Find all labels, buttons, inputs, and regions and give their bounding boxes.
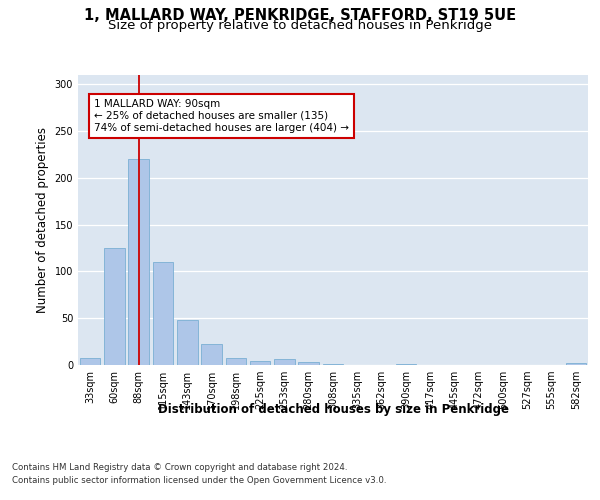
- Text: Contains HM Land Registry data © Crown copyright and database right 2024.: Contains HM Land Registry data © Crown c…: [12, 462, 347, 471]
- Bar: [128, 159, 149, 365]
- Text: Distribution of detached houses by size in Penkridge: Distribution of detached houses by size …: [158, 402, 509, 415]
- Text: 1, MALLARD WAY, PENKRIDGE, STAFFORD, ST19 5UE: 1, MALLARD WAY, PENKRIDGE, STAFFORD, ST1…: [84, 8, 516, 22]
- Text: 1 MALLARD WAY: 90sqm
← 25% of detached houses are smaller (135)
74% of semi-deta: 1 MALLARD WAY: 90sqm ← 25% of detached h…: [94, 100, 349, 132]
- Bar: [250, 362, 271, 365]
- Bar: [80, 358, 100, 365]
- Text: Contains public sector information licensed under the Open Government Licence v3: Contains public sector information licen…: [12, 476, 386, 485]
- Bar: [104, 248, 125, 365]
- Y-axis label: Number of detached properties: Number of detached properties: [36, 127, 49, 313]
- Bar: [274, 360, 295, 365]
- Bar: [566, 363, 586, 365]
- Bar: [298, 362, 319, 365]
- Bar: [177, 320, 197, 365]
- Bar: [395, 364, 416, 365]
- Bar: [323, 364, 343, 365]
- Bar: [226, 358, 246, 365]
- Bar: [201, 344, 222, 365]
- Text: Size of property relative to detached houses in Penkridge: Size of property relative to detached ho…: [108, 19, 492, 32]
- Bar: [152, 262, 173, 365]
